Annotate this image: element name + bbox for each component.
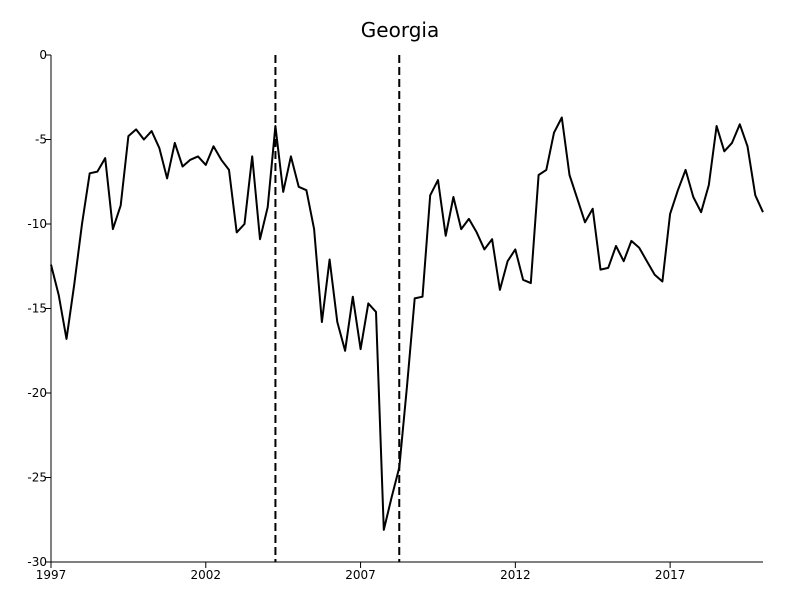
chart-title: Georgia bbox=[361, 18, 439, 42]
y-tick-label: -5 bbox=[35, 133, 47, 147]
series-line bbox=[50, 116, 764, 531]
x-tick-label: 2017 bbox=[655, 568, 686, 582]
y-tick-label: -30 bbox=[27, 555, 47, 569]
y-tick-label: 0 bbox=[39, 48, 47, 62]
x-tick-label: 2012 bbox=[500, 568, 531, 582]
reference-lines bbox=[274, 55, 401, 562]
x-axis-ticks: 1997 2002 2007 2012 2017 bbox=[36, 562, 686, 582]
x-tick-label: 2002 bbox=[191, 568, 222, 582]
y-tick-label: -25 bbox=[27, 471, 47, 485]
y-tick-label: -10 bbox=[27, 217, 47, 231]
x-tick-label: 2007 bbox=[345, 568, 376, 582]
y-axis-ticks: 0 -5 -10 -15 -20 -25 -30 bbox=[27, 48, 51, 569]
x-tick-label: 1997 bbox=[36, 568, 67, 582]
y-tick-label: -20 bbox=[27, 386, 47, 400]
series-group bbox=[50, 116, 764, 531]
y-tick-label: -15 bbox=[27, 302, 47, 316]
